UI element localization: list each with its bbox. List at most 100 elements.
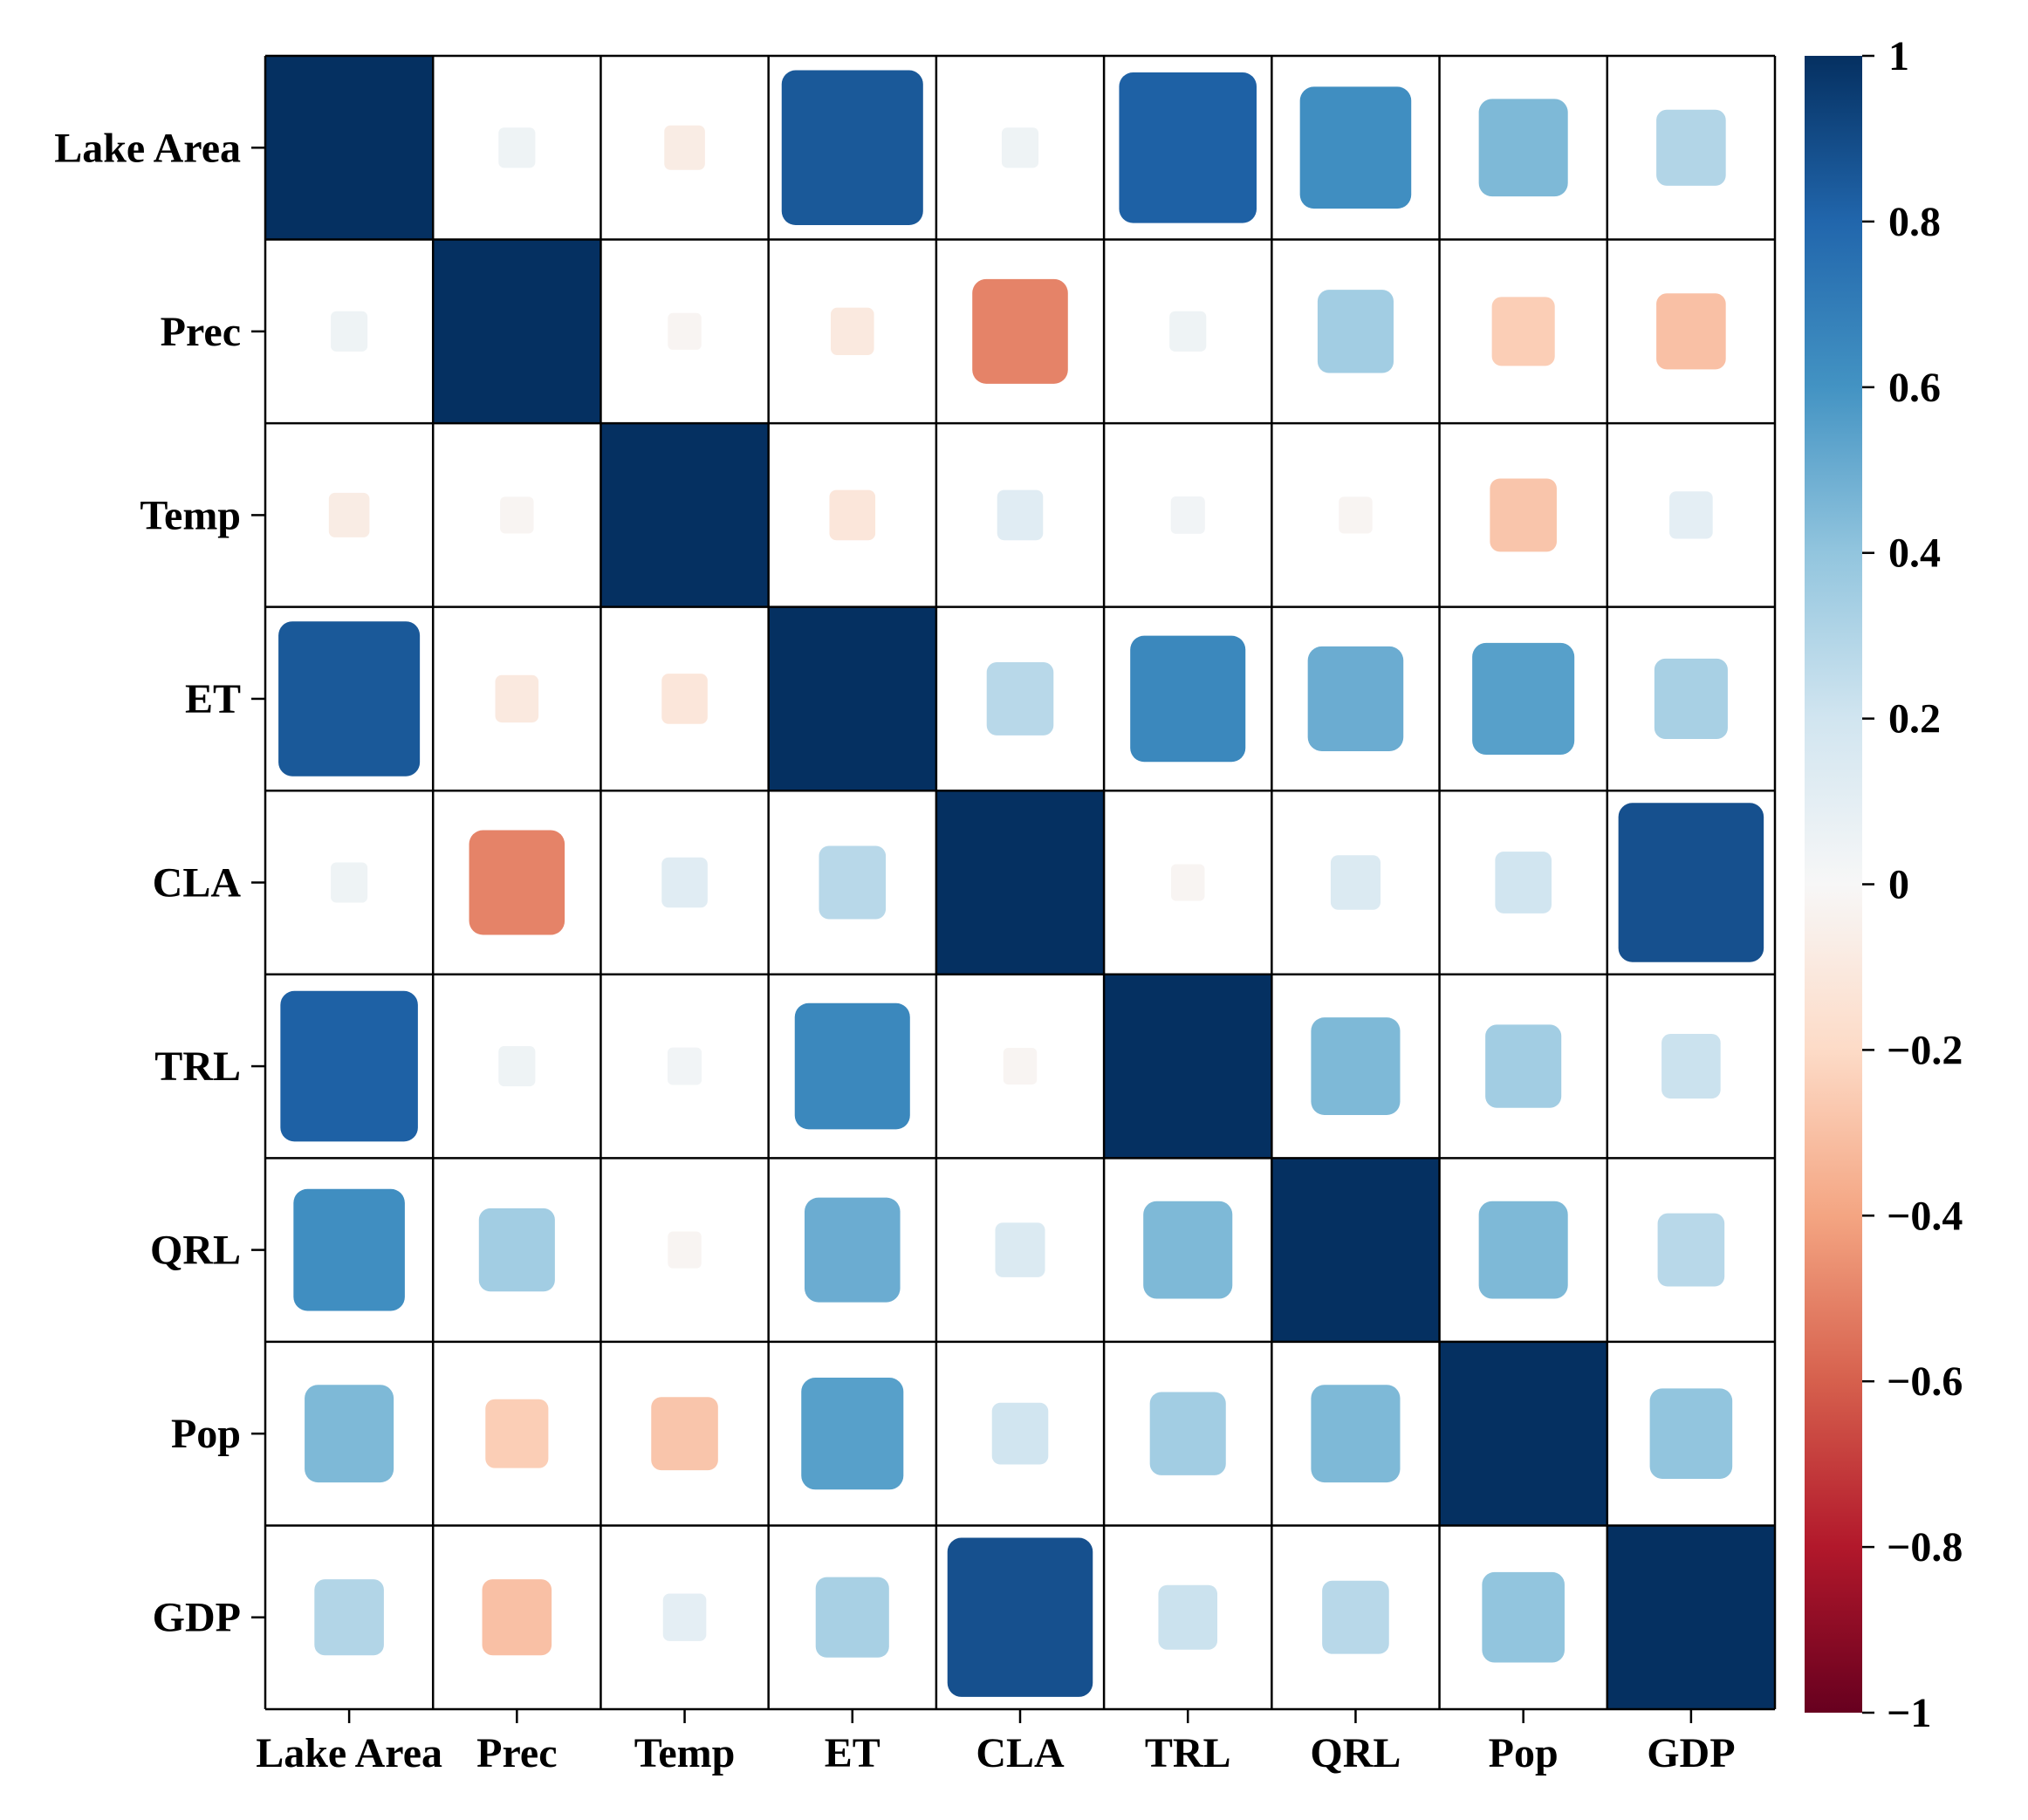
colorbar-tick-label: −0.2 xyxy=(1887,1027,1963,1073)
heatmap-cell-4-4 xyxy=(935,790,1105,975)
colorbar: 1 0.8 0.6 0.4 0.2 0 −0.2 −0.4 −0.6 −0.8 −1 xyxy=(1805,33,1963,1736)
heatmap-cell-7-0 xyxy=(305,1385,394,1483)
heatmap-cell-8-1 xyxy=(482,1579,552,1656)
heatmap-cell-5-4 xyxy=(1003,1048,1038,1085)
heatmap-cell-6-6 xyxy=(1271,1158,1440,1342)
heatmap-cell-0-3 xyxy=(781,70,923,226)
heatmap-cell-0-5 xyxy=(1119,72,1257,223)
heatmap-cell-5-5 xyxy=(1104,974,1272,1159)
heatmap-cell-4-2 xyxy=(661,857,708,908)
y-tick-label: Prec xyxy=(161,309,241,355)
heatmap-cell-0-2 xyxy=(664,125,705,170)
y-tick-label: Lake Area xyxy=(54,125,241,171)
heatmap-cell-5-2 xyxy=(668,1047,702,1085)
heatmap-cell-7-2 xyxy=(651,1397,718,1471)
heatmap-cell-5-7 xyxy=(1485,1024,1562,1108)
heatmap-cell-3-6 xyxy=(1307,646,1404,751)
heatmap-cell-6-8 xyxy=(1657,1213,1725,1287)
heatmap-cell-2-4 xyxy=(997,489,1044,541)
colorbar-tick-label: −1 xyxy=(1887,1690,1931,1736)
heatmap-cell-0-0 xyxy=(265,56,434,240)
heatmap-cell-3-3 xyxy=(768,606,936,791)
heatmap-cell-4-8 xyxy=(1618,803,1764,962)
colorbar-tick-label: −0.6 xyxy=(1887,1358,1963,1405)
colorbar-tick-label: 0.8 xyxy=(1888,199,1941,245)
heatmap-cell-0-7 xyxy=(1478,99,1568,197)
heatmap-cell-7-3 xyxy=(801,1378,904,1490)
y-tick-label: QRL xyxy=(150,1228,241,1274)
heatmap-cell-5-6 xyxy=(1311,1017,1401,1115)
heatmap-cell-1-0 xyxy=(331,311,368,352)
heatmap-cell-1-7 xyxy=(1491,297,1555,366)
x-tick-label: Prec xyxy=(476,1730,557,1776)
x-tick-label: ET xyxy=(825,1730,880,1776)
heatmap-cell-6-5 xyxy=(1143,1201,1233,1299)
colorbar-tick-label: 0.2 xyxy=(1888,696,1941,742)
heatmap-cell-1-8 xyxy=(1656,293,1726,370)
heatmap-cell-5-0 xyxy=(280,990,418,1142)
heatmap-cell-4-3 xyxy=(819,845,887,920)
colorbar-tick-label: −0.8 xyxy=(1887,1524,1963,1570)
heatmap-cell-8-0 xyxy=(314,1579,384,1656)
heatmap-cell-3-1 xyxy=(495,674,539,723)
heatmap-cell-0-1 xyxy=(498,127,536,168)
colorbar-tick-label: 1 xyxy=(1888,33,1909,79)
heatmap-cell-0-6 xyxy=(1299,86,1412,209)
heatmap-cell-1-3 xyxy=(830,307,874,355)
heatmap-cell-2-7 xyxy=(1490,478,1557,552)
heatmap-cell-3-8 xyxy=(1654,658,1728,739)
heatmap-cell-2-6 xyxy=(1339,496,1373,534)
heatmap-cell-8-3 xyxy=(815,1577,889,1658)
heatmap-cell-6-7 xyxy=(1478,1201,1568,1299)
heatmap-cell-4-0 xyxy=(331,862,368,903)
heatmap-cell-5-1 xyxy=(498,1045,536,1087)
heatmap-cell-3-5 xyxy=(1130,635,1246,763)
heatmap-cell-7-4 xyxy=(991,1402,1049,1465)
heatmap-cell-6-0 xyxy=(293,1188,405,1311)
heatmap-cell-5-8 xyxy=(1661,1034,1721,1099)
heatmap-cell-1-4 xyxy=(972,278,1068,384)
heatmap-cell-4-6 xyxy=(1330,855,1381,910)
heatmap-cell-1-2 xyxy=(668,312,702,350)
heatmap-cell-1-5 xyxy=(1169,311,1207,352)
heatmap-cell-6-4 xyxy=(995,1222,1045,1277)
heatmap-cell-7-5 xyxy=(1149,1392,1226,1475)
colorbar-tick-label: 0.6 xyxy=(1888,365,1941,411)
heatmap-cell-3-2 xyxy=(661,674,708,724)
heatmap-cell-2-1 xyxy=(500,496,534,534)
heatmap-cell-8-5 xyxy=(1158,1584,1218,1650)
colorbar-gradient xyxy=(1805,56,1862,1713)
colorbar-tick-label: −0.4 xyxy=(1887,1193,1963,1239)
heatmap-cells xyxy=(265,56,1775,1709)
heatmap-cell-1-6 xyxy=(1317,290,1394,373)
colorbar-tick-label: 0.4 xyxy=(1888,530,1941,577)
heatmap-cell-7-6 xyxy=(1311,1385,1401,1483)
heatmap-cell-4-1 xyxy=(469,830,565,935)
heatmap-cell-6-1 xyxy=(478,1208,555,1292)
heatmap-cell-2-5 xyxy=(1170,496,1205,534)
heatmap-cell-7-8 xyxy=(1649,1388,1733,1479)
heatmap-cell-0-4 xyxy=(1001,127,1039,168)
heatmap-cell-3-4 xyxy=(986,662,1054,736)
y-tick-label: CLA xyxy=(153,860,242,907)
x-tick-label: CLA xyxy=(976,1730,1065,1776)
heatmap-cell-7-7 xyxy=(1439,1341,1607,1526)
y-tick-label: ET xyxy=(185,676,241,722)
heatmap-cell-5-3 xyxy=(794,1002,910,1130)
heatmap-cell-2-0 xyxy=(328,492,370,537)
heatmap-cell-2-3 xyxy=(829,489,876,541)
x-axis-labels: Lake Area Prec Temp ET CLA TRL QRL Pop GDP xyxy=(256,1709,1736,1776)
x-tick-label: QRL xyxy=(1310,1730,1401,1776)
heatmap-cell-2-8 xyxy=(1669,491,1713,539)
heatmap-cell-6-2 xyxy=(668,1231,702,1269)
y-tick-label: Pop xyxy=(171,1411,241,1457)
heatmap-cell-4-7 xyxy=(1495,852,1552,913)
heatmap-cell-7-1 xyxy=(485,1399,549,1468)
heatmap-cell-8-2 xyxy=(662,1593,707,1641)
y-tick-label: TRL xyxy=(154,1043,241,1090)
heatmap-cell-8-8 xyxy=(1607,1525,1775,1709)
heatmap-cell-0-8 xyxy=(1656,109,1726,186)
heatmap-cell-6-3 xyxy=(804,1197,901,1303)
heatmap-cell-8-6 xyxy=(1322,1580,1389,1654)
